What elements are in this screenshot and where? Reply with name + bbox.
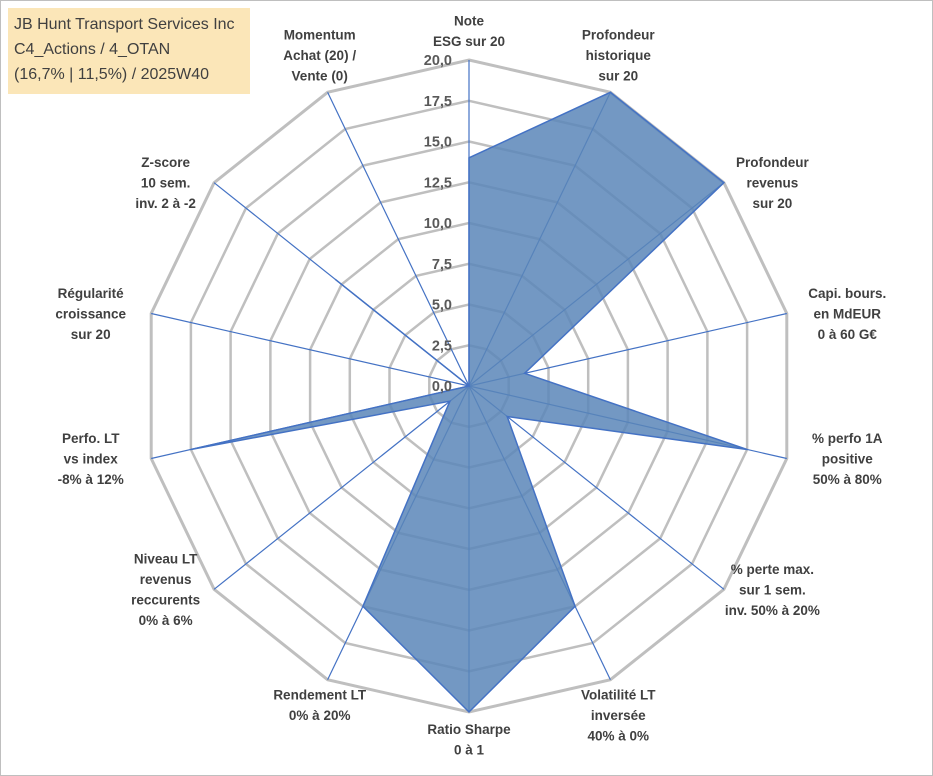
axis-spoke (468, 385, 725, 590)
tick-labels: 0,0 2,5 5,0 7,5 10,0 12,5 15,0 17,5 20,0 (424, 53, 452, 395)
series-layer (190, 91, 748, 714)
axis-label: Niveau LT revenus reccurents 0% à 6% (131, 552, 200, 629)
axis-label: % perfo 1A positive 50% à 80% (812, 431, 883, 487)
axis-label-line: Niveau LT (134, 552, 198, 567)
axis-label-line: Profondeur (736, 155, 809, 170)
axis-label-line: inv. 2 à -2 (135, 196, 196, 211)
axis-label: Note ESG sur 20 (433, 14, 505, 50)
axis-label: Perfo. LT vs index -8% à 12% (58, 431, 124, 487)
axis-label-line: sur 20 (71, 327, 111, 342)
axis-spoke (213, 385, 470, 590)
axis-label-line: Perfo. LT (62, 431, 120, 446)
axis-label-line: Profondeur (582, 27, 655, 42)
tick-label: 10,0 (424, 216, 452, 232)
axis-label-line: 0% à 6% (139, 613, 193, 628)
tick-label: 0,0 (432, 379, 452, 395)
axis-label-line: revenus (140, 572, 192, 587)
axis-label-line: Capi. bours. (808, 286, 886, 301)
axis-label-line: 0% à 20% (289, 708, 351, 723)
axis-label: Momentum Achat (20) / Vente (0) (283, 27, 356, 83)
axis-labels: Note ESG sur 20 Profondeur historique sur 20… (55, 14, 886, 758)
company-name: JB Hunt Transport Services Inc (14, 16, 235, 33)
axis-label-line: Régularité (58, 286, 125, 301)
axis-label: Profondeur historique sur 20 (582, 27, 655, 83)
axis-label: Volatilité LT inversée 40% à 0% (581, 688, 656, 744)
axis-label-line: reccurents (131, 593, 200, 608)
axis-label-line: % perfo 1A (812, 431, 883, 446)
axis-spoke (327, 92, 470, 387)
tick-label: 15,0 (424, 135, 452, 151)
axis-label-line: sur 20 (598, 68, 638, 83)
axis-label-line: Volatilité LT (581, 688, 656, 703)
axis-label: Profondeur revenus sur 20 (736, 155, 809, 211)
axis-label-line: 50% à 80% (813, 472, 882, 487)
axis-label-line: Rendement LT (273, 688, 367, 703)
axis-label-line: Z-score (141, 155, 190, 170)
stats-label: (16,7% | 11,5%) / 2025W40 (14, 66, 210, 83)
axis-label: % perte max. sur 1 sem. inv. 50% à 20% (725, 562, 820, 618)
tick-label: 12,5 (424, 175, 452, 191)
axis-label-line: vs index (64, 452, 119, 467)
tick-label: 17,5 (424, 94, 452, 110)
axis-label-line: Note (454, 14, 484, 29)
axis-label: Rendement LT 0% à 20% (273, 688, 367, 724)
tick-label: 20,0 (424, 53, 452, 69)
axis-label-line: Momentum (284, 27, 356, 42)
axis-label-line: -8% à 12% (58, 472, 124, 487)
info-box: JB Hunt Transport Services Inc C4_Action… (8, 8, 250, 94)
axis-label: Régularité croissance sur 20 (55, 286, 126, 342)
tick-label: 2,5 (432, 338, 452, 354)
axis-label-line: 0 à 1 (454, 743, 485, 758)
axis-label-line: Achat (20) / (283, 48, 356, 63)
axis-label-line: Vente (0) (292, 68, 348, 83)
axis-label-line: revenus (747, 176, 799, 191)
axis-label-line: 0 à 60 G€ (818, 327, 878, 342)
axis-label-line: sur 1 sem. (739, 582, 806, 597)
axis-label-line: % perte max. (731, 562, 814, 577)
axis-label-line: ESG sur 20 (433, 34, 505, 49)
axis-label-line: sur 20 (753, 196, 793, 211)
axis-label: Capi. bours. en MdEUR 0 à 60 G€ (808, 286, 886, 342)
axis-label: Ratio Sharpe 0 à 1 (427, 722, 511, 758)
axis-label-line: historique (586, 48, 652, 63)
axis-label-line: positive (822, 452, 874, 467)
axis-label: Z-score 10 sem. inv. 2 à -2 (135, 155, 196, 211)
axis-label-line: 10 sem. (141, 176, 191, 191)
tick-label: 7,5 (432, 257, 452, 273)
axis-label-line: en MdEUR (814, 307, 882, 322)
tick-label: 5,0 (432, 298, 452, 314)
portfolio-label: C4_Actions / 4_OTAN (14, 41, 171, 58)
series-area (190, 91, 748, 714)
axis-label-line: 40% à 0% (588, 729, 650, 744)
axis-label-line: Ratio Sharpe (427, 722, 511, 737)
axis-label-line: inv. 50% à 20% (725, 603, 820, 618)
axis-label-line: inversée (591, 708, 646, 723)
axis-label-line: croissance (55, 307, 126, 322)
axis-spoke (151, 312, 470, 387)
